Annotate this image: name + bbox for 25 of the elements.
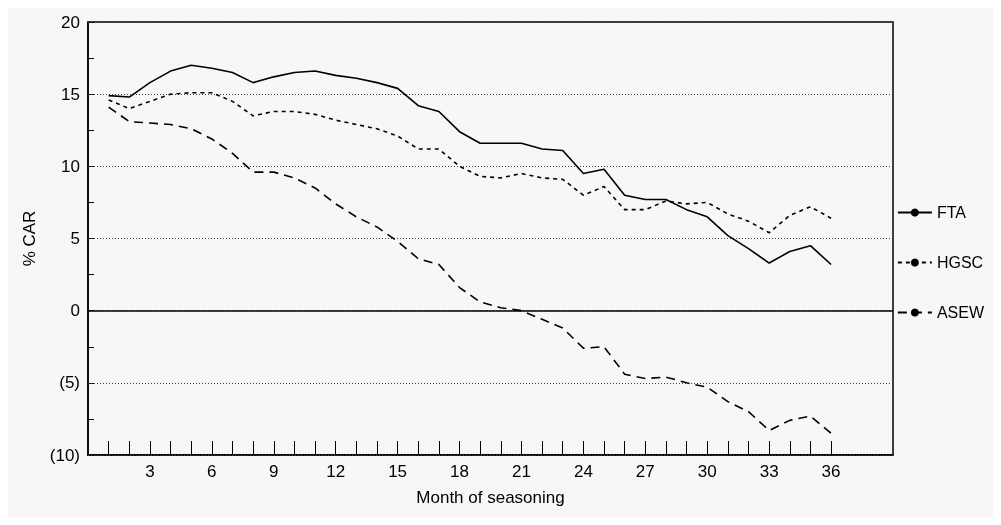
y-axis-title: % CAR: [20, 210, 39, 267]
x-tick-label: 3: [145, 462, 155, 481]
legend-label: ASEW: [936, 304, 985, 321]
x-tick-label: 12: [326, 462, 346, 481]
y-tick-label: 5: [70, 229, 80, 248]
y-tick-label: (10): [49, 445, 80, 465]
y-tick-label: 0: [70, 301, 80, 321]
x-tick-label: 36: [821, 462, 841, 481]
y-tick-label: (5): [59, 373, 80, 393]
x-axis-title: Month of seasoning: [416, 488, 565, 507]
y-tick-label: 15: [61, 84, 80, 104]
x-tick-label: 6: [207, 462, 217, 481]
legend-label: FTA: [936, 204, 967, 221]
y-tick-label: 20: [61, 12, 80, 32]
y-tick-label: 10: [61, 156, 80, 176]
legend-label: HGSC: [936, 254, 984, 271]
x-tick-label: 30: [697, 462, 717, 481]
line-series: [107, 64, 832, 266]
x-tick-label: 24: [573, 462, 593, 481]
x-tick-label: 27: [635, 462, 655, 481]
x-tick-label: 15: [388, 462, 408, 481]
x-tick-label: 9: [269, 462, 279, 481]
x-tick-label: 21: [512, 462, 531, 481]
x-tick-label: 18: [450, 462, 469, 481]
x-tick-label: 33: [759, 462, 779, 481]
